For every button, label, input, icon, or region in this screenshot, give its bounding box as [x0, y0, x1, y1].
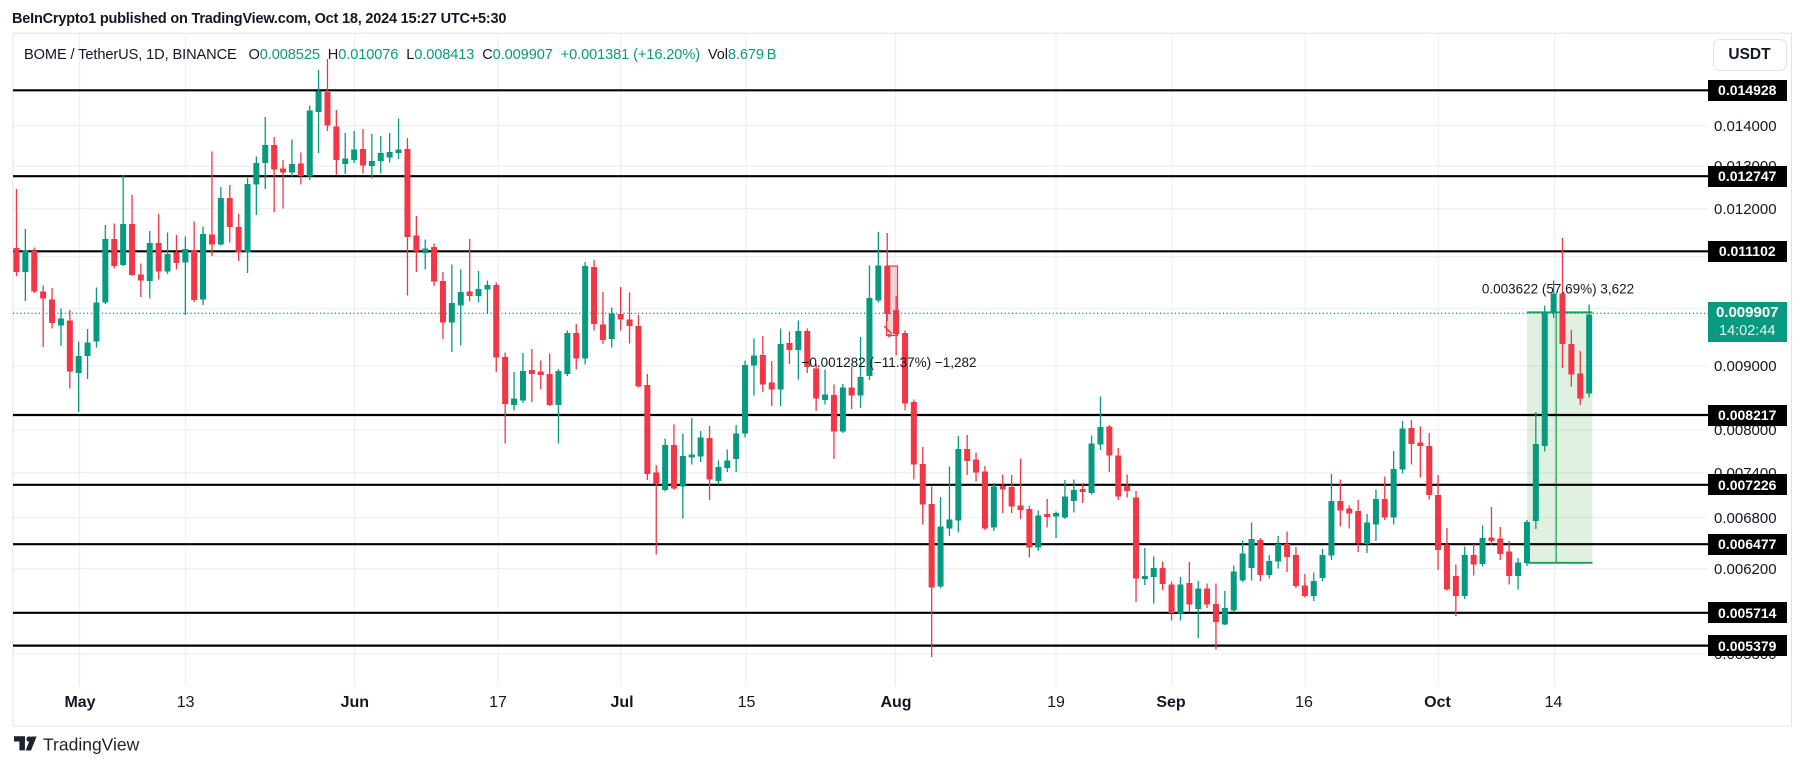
svg-text:0.003622 (57.69%) 3,622: 0.003622 (57.69%) 3,622 — [1482, 282, 1634, 297]
svg-text:−0.001282 (−11.37%) −1,282: −0.001282 (−11.37%) −1,282 — [801, 355, 976, 370]
svg-text:TradingView: TradingView — [43, 736, 140, 755]
